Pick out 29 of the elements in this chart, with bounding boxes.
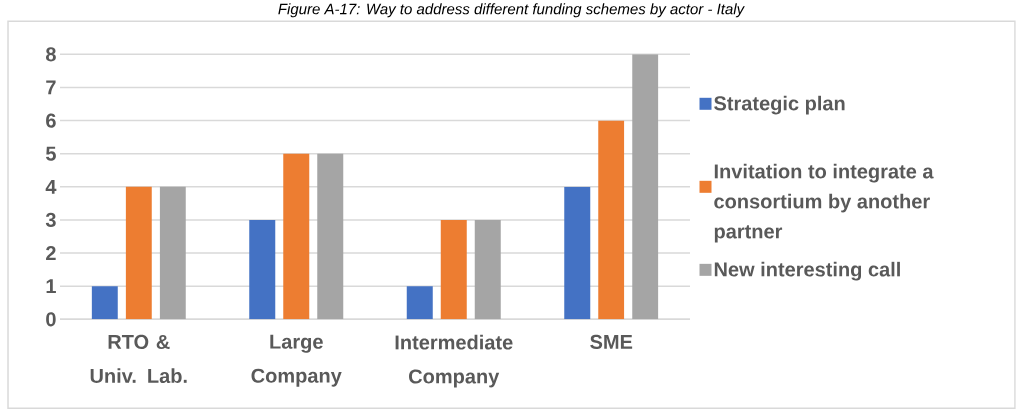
bar (406, 286, 433, 320)
x-tick-label: RTO & Univ. Lab. (90, 334, 187, 383)
y-tick-label: 2 (46, 245, 56, 260)
bar (91, 286, 118, 320)
bar (440, 219, 467, 320)
bar (125, 186, 152, 320)
chart-title: Figure A-17: Way to address different funding schemes by actor - Italy (278, 3, 745, 18)
bar (564, 186, 591, 320)
x-tick-label: Large Company (251, 334, 342, 387)
y-tick-label: 0 (46, 312, 56, 327)
y-tick-label: 8 (45, 47, 56, 62)
bar (598, 120, 625, 320)
y-tick-label: 4 (45, 179, 57, 194)
bar (317, 153, 344, 320)
bar (632, 54, 659, 320)
bar (283, 153, 310, 320)
legend-label: Strategic plan (714, 95, 845, 115)
y-tick-label: 3 (45, 212, 56, 227)
bar (474, 219, 501, 320)
x-tick-label: SME (590, 334, 633, 349)
y-tick-label: 7 (46, 80, 56, 95)
legend-label: Invitation to integrate a consortium by another partner (714, 163, 934, 243)
bar (249, 219, 276, 320)
x-tick-label: Intermediate Company (395, 334, 513, 388)
y-tick-label: 6 (46, 113, 56, 128)
legend-label: New interesting call (714, 261, 900, 281)
y-tick-label: 1 (46, 279, 56, 293)
bar (159, 186, 186, 320)
y-tick-label: 5 (45, 146, 56, 161)
